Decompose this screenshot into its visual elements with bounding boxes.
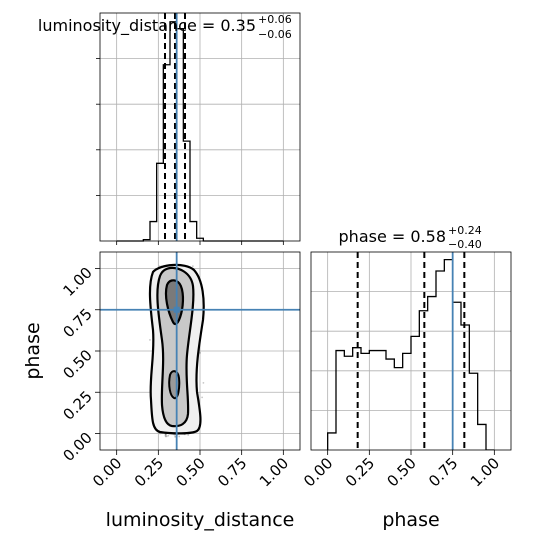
joint-density-sample xyxy=(164,434,167,437)
phase-xtick-label-0: 0.00 xyxy=(300,454,336,490)
joint-density-sample xyxy=(199,351,202,354)
luminosity-distance-title-sup: +0.06 xyxy=(258,13,292,26)
luminosity-distance-panel: luminosity_distance = 0.35 +0.06 −0.06 xyxy=(38,12,301,245)
luminosity-distance-quantile-lines xyxy=(164,13,186,241)
phase-title: phase = 0.58 xyxy=(339,227,446,246)
joint-density-ytick-label-0: 0.00 xyxy=(59,429,95,465)
joint-density-sample xyxy=(164,435,167,438)
phase-xtick-label-4: 1.00 xyxy=(467,454,503,490)
phase-xtick-label-2: 0.50 xyxy=(383,454,419,490)
joint-density-sample xyxy=(165,433,167,436)
joint-density-ytick-label-4: 1.00 xyxy=(59,264,95,300)
joint-density-xtick-label-2: 0.50 xyxy=(172,454,208,490)
luminosity-distance-grid xyxy=(100,13,300,241)
joint-density-ytick-label-3: 0.75 xyxy=(59,305,95,341)
joint-density-sample xyxy=(201,396,204,399)
contour-middle xyxy=(156,266,195,428)
joint-density-ytick-label-2: 0.50 xyxy=(59,346,95,382)
joint-density-sample xyxy=(187,434,190,436)
luminosity-distance-ticks xyxy=(96,58,284,245)
phase-frame xyxy=(310,251,512,451)
joint-density-xtick-label-1: 0.25 xyxy=(131,454,167,490)
phase-title-sup: +0.24 xyxy=(448,224,482,237)
phase-panel: 0.00 0.25 0.50 0.75 1.00 phase = 0.58 +0.24 … xyxy=(300,224,512,531)
luminosity-distance-title: luminosity_distance = 0.35 xyxy=(38,16,256,36)
phase-quantile-lines xyxy=(356,252,466,450)
joint-density-truth-lines xyxy=(100,252,300,450)
joint-density-xtick-label-0: 0.00 xyxy=(89,454,125,490)
joint-density-sample xyxy=(202,381,205,384)
joint-density-sample xyxy=(178,435,181,438)
joint-density-xtick-label-4: 1.00 xyxy=(256,454,292,490)
joint-density-sample xyxy=(167,434,170,437)
phase-xtick-label-1: 0.25 xyxy=(342,454,378,490)
contour-inner-lower xyxy=(168,370,181,400)
luminosity-distance-frame xyxy=(99,12,301,242)
joint-density-frame xyxy=(99,251,301,451)
luminosity-distance-title-sub: −0.06 xyxy=(258,28,292,41)
joint-density-sample xyxy=(164,433,167,436)
x-axis-label-phase: phase xyxy=(382,509,439,531)
joint-density-sample xyxy=(165,435,168,438)
phase-title-sub: −0.40 xyxy=(448,238,482,251)
joint-density-sample xyxy=(149,339,151,341)
joint-density-ytick-label-1: 0.25 xyxy=(59,387,95,423)
joint-density-truth-marker xyxy=(173,306,180,313)
joint-density-panel: 0.000.000.250.250.500.500.750.751.001.00… xyxy=(22,251,301,531)
phase-ticks: 0.00 0.25 0.50 0.75 1.00 xyxy=(300,450,503,490)
joint-density-sample xyxy=(174,435,176,438)
joint-density-sample xyxy=(191,265,194,267)
y-axis-label-phase: phase xyxy=(22,322,44,379)
x-axis-label-luminosity-distance: luminosity_distance xyxy=(106,509,295,531)
joint-density-xtick-label-3: 0.75 xyxy=(214,454,250,490)
phase-xtick-label-3: 0.75 xyxy=(425,454,461,490)
